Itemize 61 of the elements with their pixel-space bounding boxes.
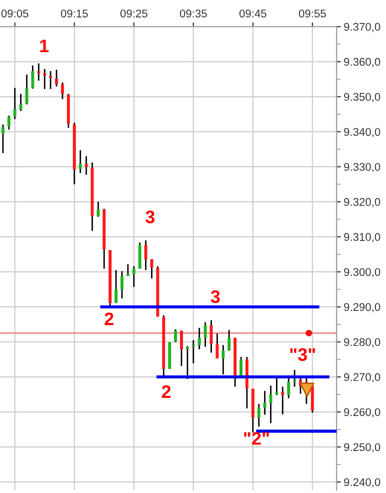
y-tick-label: 9.240,0 xyxy=(344,478,380,488)
x-tick-label: 09:55 xyxy=(298,10,326,18)
candlestick xyxy=(186,345,189,380)
y-tick-label: 9.320,0 xyxy=(344,198,380,208)
annotation: 1 xyxy=(40,40,49,52)
candlestick xyxy=(25,74,28,106)
y-tick-label: 9.280,0 xyxy=(344,338,380,348)
annotation: 2 xyxy=(162,385,171,398)
candlestick xyxy=(55,69,58,88)
y-tick-label: 9.350,0 xyxy=(344,92,380,102)
x-tick-label: 09:05 xyxy=(1,10,28,18)
candlestick xyxy=(192,339,195,364)
candlestick xyxy=(293,369,296,388)
x-tick-label: 09:15 xyxy=(60,10,88,18)
y-tick-label: 9.290,0 xyxy=(344,303,380,312)
candlestick xyxy=(198,327,201,350)
candlestick xyxy=(144,240,148,271)
candlestick xyxy=(43,68,46,90)
annotation: 3 xyxy=(210,290,220,304)
x-tick-label: 09:25 xyxy=(120,10,148,18)
candlestick xyxy=(138,242,142,270)
y-tick-label: 9.260,0 xyxy=(344,408,380,418)
candlestick xyxy=(49,70,52,90)
candlestick xyxy=(96,201,100,218)
candlestick xyxy=(132,266,136,288)
candlestick xyxy=(1,124,4,154)
candlestick xyxy=(257,403,260,428)
y-tick-label: 9.300,0 xyxy=(344,268,380,278)
candlestick xyxy=(222,344,225,376)
y-tick-label: 9.370,0 xyxy=(344,22,380,32)
y-tick-label: 9.340,0 xyxy=(344,128,380,138)
candlestick xyxy=(114,269,118,304)
candlestick xyxy=(275,376,278,396)
candlestick xyxy=(78,150,82,174)
candlestick xyxy=(263,390,266,416)
y-tick-label: 9.270,0 xyxy=(344,373,380,382)
y-tick-label: 9.250,0 xyxy=(344,443,380,452)
candlestick xyxy=(216,332,219,360)
annotation: "2" xyxy=(244,432,269,445)
candlestick xyxy=(7,114,10,130)
candlestick xyxy=(180,330,183,367)
y-tick-label: 9.310,0 xyxy=(344,233,380,242)
candlestick xyxy=(37,62,40,82)
x-tick-label: 09:35 xyxy=(180,10,207,18)
candlestick xyxy=(84,156,88,176)
candlestick xyxy=(204,322,207,348)
candlestick xyxy=(60,82,64,100)
y-tick-label: 9.360,0 xyxy=(344,58,380,68)
candlestick xyxy=(120,270,124,300)
x-tick-label: 09:45 xyxy=(239,10,266,18)
annotation: "3" xyxy=(290,348,315,361)
candlestick xyxy=(210,319,213,354)
candlestick xyxy=(174,328,178,343)
candlestick xyxy=(31,64,34,90)
y-tick-label: 9.330,0 xyxy=(344,163,380,172)
candlestick xyxy=(19,93,22,112)
candlestick xyxy=(228,329,231,352)
candlestick xyxy=(281,386,284,416)
annotation: 3 xyxy=(146,210,154,224)
annotation: 2 xyxy=(104,312,114,326)
candlestick xyxy=(13,87,16,120)
